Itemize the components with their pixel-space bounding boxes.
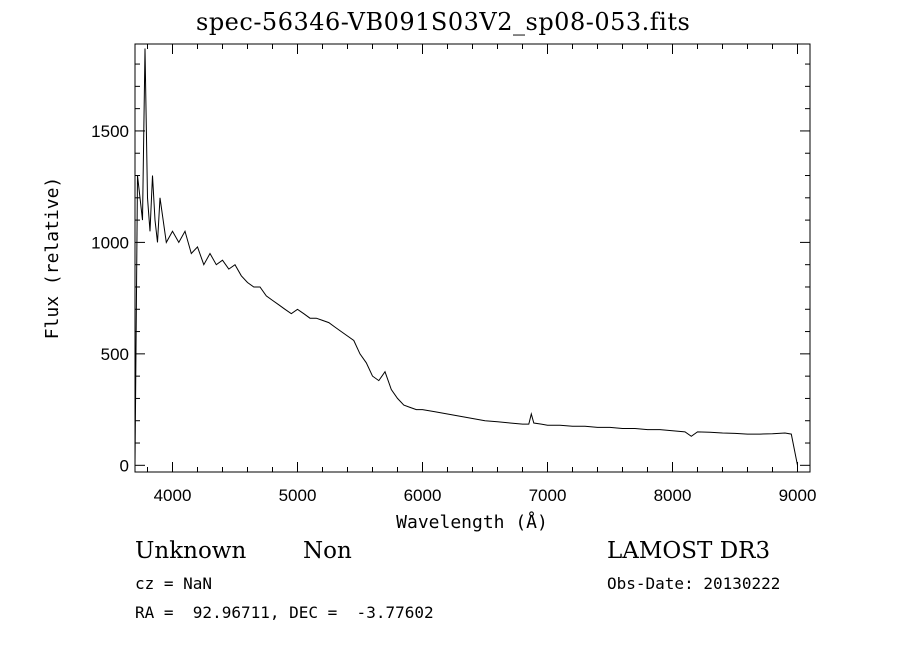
obs-date-label: Obs-Date: 20130222: [607, 574, 781, 593]
chart-title: spec-56346-VB091S03V2_sp08-053.fits: [196, 8, 691, 36]
object-subclass: Non: [303, 538, 352, 564]
x-tick-label: 4000: [154, 486, 192, 505]
x-tick-label: 5000: [279, 486, 317, 505]
x-axis-label: Wavelength (Å): [396, 511, 548, 533]
y-tick-label: 500: [101, 345, 129, 364]
y-axis-label: Flux (relative): [42, 177, 63, 340]
x-axis-tick-labels: 4000 5000 6000 7000 8000 9000: [154, 486, 817, 505]
x-axis-ticks: [147, 44, 798, 472]
spectrum-line: [134, 48, 798, 466]
y-tick-label: 1000: [91, 233, 129, 252]
object-class: Unknown: [135, 538, 247, 564]
x-tick-label: 9000: [779, 486, 817, 505]
y-axis-tick-labels: 0 500 1000 1500: [91, 122, 129, 475]
y-axis-ticks: [135, 63, 810, 466]
x-tick-label: 6000: [404, 486, 442, 505]
survey-label: LAMOST DR3: [607, 538, 771, 564]
y-tick-label: 0: [120, 456, 129, 475]
x-tick-label: 8000: [654, 486, 692, 505]
plot-frame: [134, 43, 811, 473]
x-tick-label: 7000: [529, 486, 567, 505]
y-tick-label: 1500: [91, 122, 129, 141]
redshift-label: cz = NaN: [135, 574, 213, 593]
coordinates-label: RA = 92.96711, DEC = -3.77602: [135, 603, 434, 622]
